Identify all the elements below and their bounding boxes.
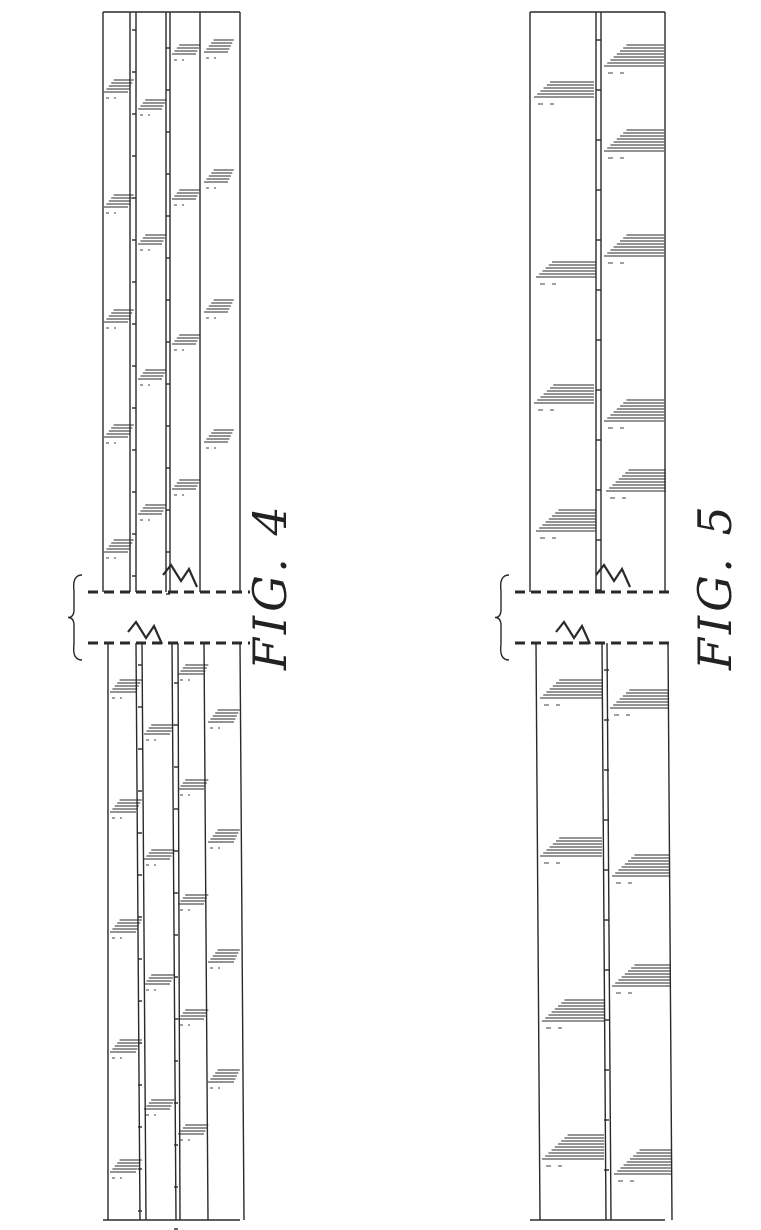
hatch-mark [604, 400, 664, 428]
hatch-mark [178, 895, 208, 910]
hatch-mark [208, 1070, 240, 1088]
hatch-mark [138, 235, 166, 250]
hatch-mark [110, 1160, 142, 1178]
strip-boundary [204, 643, 208, 1220]
hatch-mark [612, 855, 670, 883]
fig4-drawing [68, 12, 250, 1229]
hatch-mark [172, 335, 200, 350]
hatch-mark [542, 1135, 604, 1166]
hatch-mark [604, 235, 664, 263]
hatch-mark [138, 100, 166, 115]
hatch-mark [534, 82, 594, 104]
hatch-mark [610, 690, 668, 715]
hatch-mark [604, 130, 664, 158]
break-symbol [128, 622, 162, 644]
brace [495, 575, 509, 660]
hatch-mark [614, 1150, 672, 1181]
hatch-mark [204, 430, 234, 448]
hatch-mark [178, 780, 208, 795]
fig5-label: FIG. 5 [685, 550, 745, 670]
strip-boundary [240, 643, 244, 1220]
hatch-mark [204, 40, 234, 58]
break-symbol [556, 622, 590, 644]
hatch-mark [536, 510, 596, 538]
break-symbol [163, 565, 197, 587]
hatch-mark [178, 1010, 208, 1025]
hatch-mark [104, 195, 134, 213]
hatch-mark [144, 850, 174, 865]
fig4-label: FIG. 4 [240, 550, 300, 670]
hatch-mark [104, 310, 134, 328]
hatch-mark [104, 80, 134, 98]
strip-boundary [602, 643, 606, 1220]
strip-boundary [178, 643, 180, 1220]
hatch-mark [540, 680, 602, 705]
hatch-mark [204, 300, 234, 318]
hatch-mark [172, 45, 200, 60]
hatch-mark [208, 710, 240, 728]
strip-boundary [607, 643, 611, 1220]
hatch-mark [604, 45, 664, 73]
hatch-mark [542, 1000, 604, 1028]
hatch-mark [204, 170, 234, 188]
hatch-mark [208, 950, 240, 968]
hatch-mark [534, 385, 594, 410]
hatch-mark [110, 1040, 142, 1058]
hatch-mark [612, 965, 670, 993]
hatch-mark [138, 370, 166, 385]
hatch-mark [178, 1125, 208, 1140]
brace [68, 575, 82, 660]
hatch-mark [104, 540, 134, 558]
hatch-mark [606, 470, 666, 498]
hatch-mark [110, 920, 142, 938]
hatch-mark [144, 1100, 174, 1115]
strip-boundary [668, 643, 672, 1220]
hatch-mark [138, 505, 166, 520]
strip-boundary [136, 643, 140, 1220]
fig5-drawing [495, 12, 675, 1220]
hatch-mark [172, 190, 200, 205]
strip-boundary [536, 643, 540, 1220]
hatch-mark [540, 838, 602, 863]
hatch-mark [144, 725, 174, 740]
hatch-mark [172, 480, 200, 495]
hatch-mark [104, 425, 134, 443]
hatch-mark [144, 975, 174, 990]
hatch-mark [208, 830, 240, 848]
strip-boundary [172, 643, 176, 1220]
hatch-mark [536, 262, 596, 284]
strip-boundary [142, 643, 146, 1220]
